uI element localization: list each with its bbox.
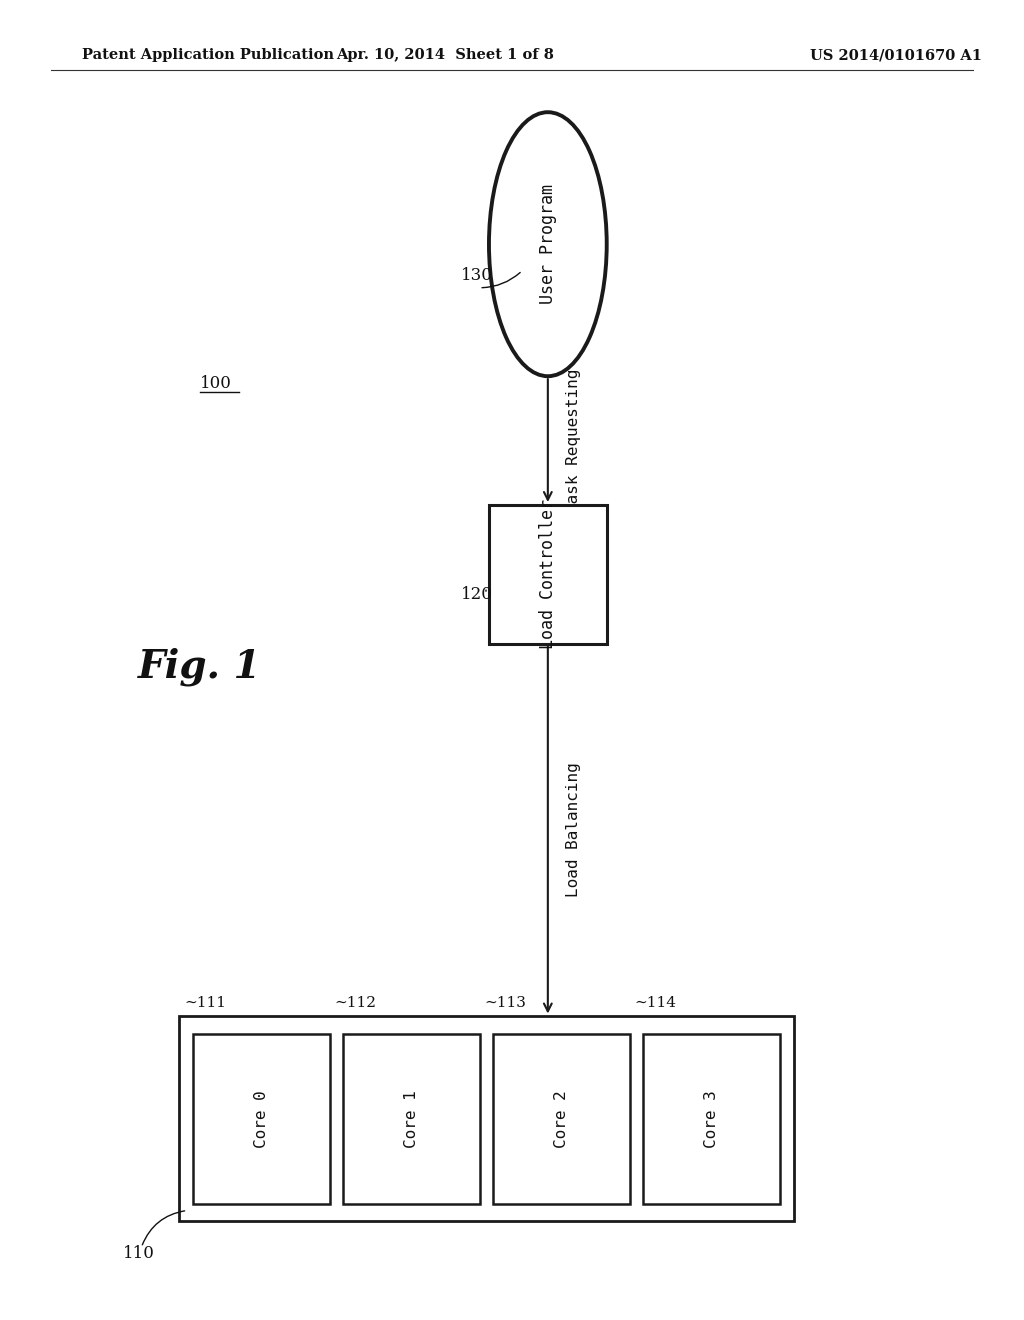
Text: ∼114: ∼114 bbox=[634, 995, 677, 1010]
Bar bbox=[493, 1034, 630, 1204]
Bar bbox=[489, 506, 606, 644]
Text: Task Requesting: Task Requesting bbox=[566, 368, 582, 512]
Text: Core 2: Core 2 bbox=[554, 1090, 569, 1147]
Text: 100: 100 bbox=[200, 375, 231, 392]
Bar bbox=[193, 1034, 330, 1204]
Bar bbox=[342, 1034, 480, 1204]
Text: 110: 110 bbox=[123, 1246, 155, 1262]
Text: Apr. 10, 2014  Sheet 1 of 8: Apr. 10, 2014 Sheet 1 of 8 bbox=[337, 49, 554, 62]
Text: ∼112: ∼112 bbox=[334, 995, 377, 1010]
Text: 120: 120 bbox=[461, 586, 493, 602]
Text: US 2014/0101670 A1: US 2014/0101670 A1 bbox=[810, 49, 982, 62]
Text: Fig. 1: Fig. 1 bbox=[138, 647, 262, 686]
Text: Core 0: Core 0 bbox=[254, 1090, 269, 1147]
Text: Core 1: Core 1 bbox=[403, 1090, 419, 1147]
Text: Core 3: Core 3 bbox=[703, 1090, 719, 1147]
Text: ∼111: ∼111 bbox=[184, 995, 226, 1010]
Ellipse shape bbox=[489, 112, 606, 376]
Text: ∼113: ∼113 bbox=[484, 995, 526, 1010]
Bar bbox=[643, 1034, 780, 1204]
Text: Load Balancing: Load Balancing bbox=[566, 763, 582, 898]
Text: User Program: User Program bbox=[539, 185, 557, 304]
Text: Patent Application Publication: Patent Application Publication bbox=[82, 49, 334, 62]
Text: Load Controller: Load Controller bbox=[539, 499, 557, 649]
Bar bbox=[179, 1016, 794, 1221]
Text: 130: 130 bbox=[461, 267, 493, 284]
